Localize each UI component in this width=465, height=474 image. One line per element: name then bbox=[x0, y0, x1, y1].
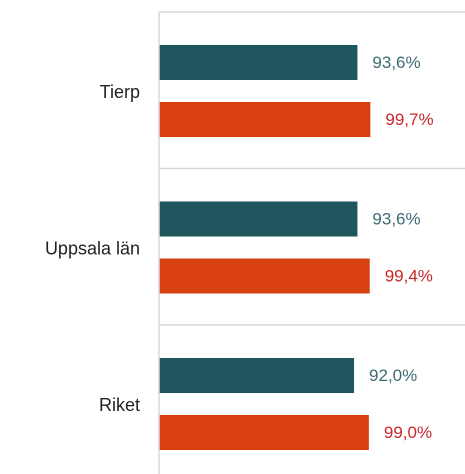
value-label: 93,6% bbox=[372, 209, 420, 228]
value-label: 92,0% bbox=[369, 366, 417, 385]
value-label: 99,0% bbox=[384, 423, 432, 442]
category-label: Tierp bbox=[100, 82, 140, 102]
bar bbox=[159, 258, 370, 294]
value-label: 99,7% bbox=[385, 110, 433, 129]
value-label: 93,6% bbox=[372, 53, 420, 72]
category-label: Uppsala län bbox=[45, 238, 140, 258]
bar bbox=[159, 201, 358, 237]
bar bbox=[159, 415, 369, 450]
value-label: 99,4% bbox=[385, 266, 433, 285]
bar bbox=[159, 358, 355, 393]
bar bbox=[159, 45, 358, 80]
category-label: Riket bbox=[99, 395, 140, 415]
bar bbox=[159, 102, 371, 137]
